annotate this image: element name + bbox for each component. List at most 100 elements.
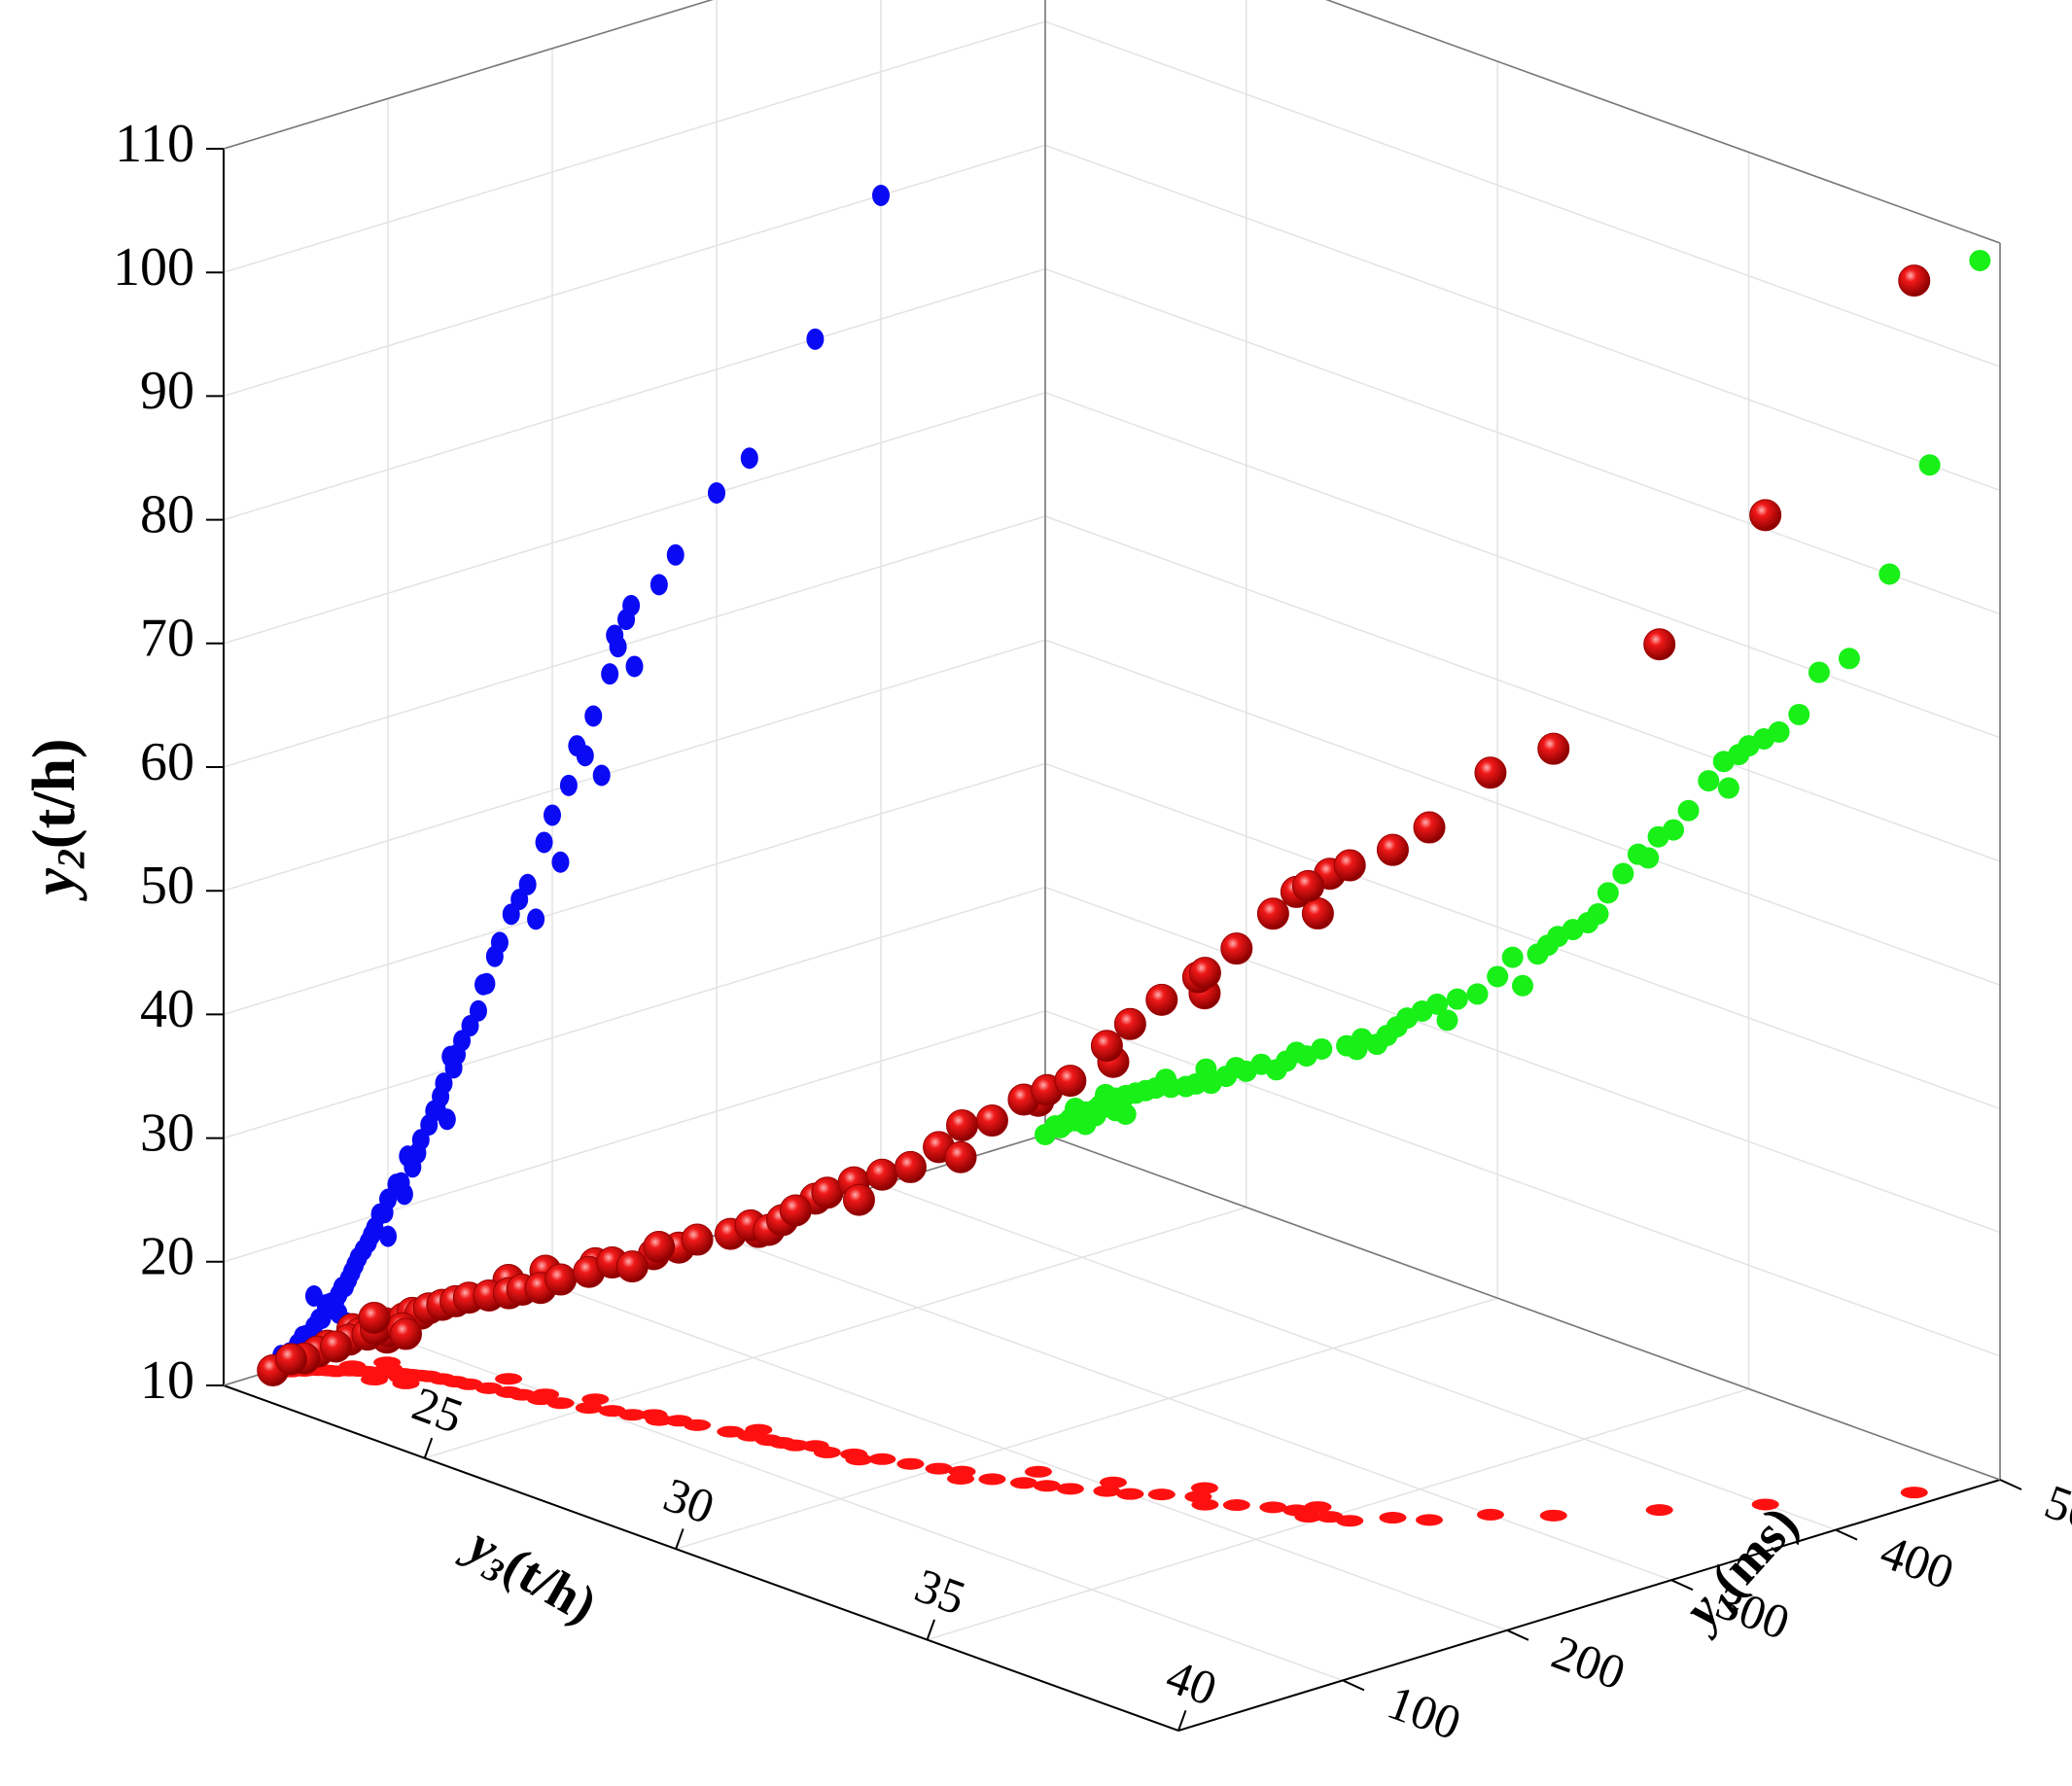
right-wall-projection-point bbox=[1918, 454, 1941, 476]
floor-projection-point bbox=[1024, 1465, 1052, 1478]
floor-projection-point bbox=[1294, 1511, 1322, 1523]
right-wall-projection-point bbox=[1436, 1009, 1458, 1032]
grid-line-y-floor bbox=[880, 1183, 1837, 1531]
floor-projection-point bbox=[1476, 1508, 1504, 1521]
y-tick-label: 500 bbox=[2038, 1474, 2072, 1550]
left-wall-projection-point bbox=[447, 1043, 466, 1066]
data-point bbox=[1333, 849, 1366, 882]
data-point bbox=[1145, 983, 1178, 1016]
floor-projection-point bbox=[1099, 1476, 1127, 1488]
right-wall-projection-point bbox=[1969, 249, 1991, 271]
grid-line-z-right-wall bbox=[1044, 1010, 2001, 1357]
data-point bbox=[1113, 1007, 1146, 1040]
floor-projection-point bbox=[1191, 1498, 1219, 1511]
data-point bbox=[1256, 897, 1289, 930]
right-wall-projection-point bbox=[1879, 563, 1901, 585]
right-wall-projection-point bbox=[1698, 770, 1720, 792]
right-wall-projection-point bbox=[1536, 934, 1559, 957]
floor-projection-point bbox=[1259, 1501, 1287, 1514]
grid-line-z-right-wall bbox=[1044, 762, 2001, 1110]
data-point bbox=[643, 1231, 676, 1264]
left-wall-projection-point bbox=[474, 973, 493, 996]
data-point bbox=[1898, 264, 1931, 298]
data-point bbox=[358, 1301, 391, 1334]
data-point bbox=[1749, 499, 1782, 532]
z-tick-label: 40 bbox=[140, 979, 194, 1039]
y-tick-label: 100 bbox=[1381, 1674, 1468, 1750]
left-wall-projection-point bbox=[535, 831, 553, 854]
z-tick-label: 50 bbox=[140, 856, 194, 916]
data-point bbox=[1054, 1065, 1087, 1098]
z-tick-label: 60 bbox=[140, 732, 194, 792]
floor-projection-point bbox=[532, 1388, 560, 1401]
floor-projection-point bbox=[845, 1453, 873, 1466]
x-tick bbox=[926, 1619, 935, 1640]
left-wall-projection-point bbox=[527, 908, 545, 930]
floor-projection-point bbox=[1222, 1499, 1250, 1512]
right-wall-projection-point bbox=[1501, 946, 1524, 968]
grid-line-z-right-wall bbox=[1044, 639, 2001, 986]
floor-projection-point bbox=[546, 1397, 575, 1410]
floor-projection-point bbox=[1336, 1515, 1364, 1527]
x-axis-line bbox=[223, 1384, 1179, 1732]
left-wall-projection-point bbox=[544, 804, 561, 826]
z-axis-title: y2(t/h) bbox=[21, 738, 92, 901]
grid-line-z-right-wall bbox=[1044, 515, 2001, 862]
right-wall-projection-point bbox=[1311, 1037, 1333, 1060]
floor-projection-point bbox=[1379, 1512, 1407, 1524]
left-wall-projection-point bbox=[559, 774, 578, 796]
floor-projection-point bbox=[495, 1373, 523, 1385]
axis-title-unit: (t/h) bbox=[494, 1536, 607, 1634]
floor-projection-point bbox=[745, 1423, 773, 1436]
axis-frame bbox=[223, 0, 2001, 1732]
floor-projection-point bbox=[1645, 1504, 1673, 1517]
y-tick bbox=[1342, 1679, 1365, 1692]
grid-line-z-left-wall bbox=[223, 886, 1046, 1139]
data-point bbox=[1643, 628, 1676, 661]
y-tick bbox=[1999, 1479, 2022, 1490]
data-point bbox=[894, 1150, 927, 1183]
grid-line-z-left-wall bbox=[223, 1010, 1046, 1263]
floor-projection-point bbox=[947, 1472, 975, 1485]
y-axis-line bbox=[1177, 1479, 2001, 1732]
data-point bbox=[544, 1263, 578, 1296]
data-point bbox=[1413, 811, 1446, 844]
left-wall-projection-point bbox=[606, 624, 624, 647]
right-wall-projection-point bbox=[1838, 648, 1860, 670]
floor-projection-point bbox=[645, 1414, 673, 1426]
grid-line-z-left-wall bbox=[223, 267, 1046, 521]
left-wall-projection-point bbox=[435, 1072, 453, 1095]
right-wall-projection-point bbox=[1466, 983, 1489, 1005]
grid-line-z-right-wall bbox=[1044, 392, 2001, 739]
left-wall-projection-point bbox=[601, 663, 619, 685]
left-wall-projection-point bbox=[625, 655, 644, 678]
right-wall-projection-point bbox=[1637, 847, 1660, 869]
grid-line-x-floor bbox=[675, 1297, 1498, 1550]
floor-projection-point bbox=[1900, 1487, 1928, 1499]
x-tick-label: 35 bbox=[908, 1558, 972, 1626]
x-tick bbox=[423, 1437, 434, 1459]
floor-projection-point bbox=[1116, 1488, 1144, 1500]
grid-line-z-right-wall bbox=[1325, 0, 2001, 244]
floor-projection-point bbox=[360, 1374, 388, 1386]
floor-projection-point bbox=[1304, 1501, 1332, 1514]
left-wall-projection-point bbox=[666, 543, 685, 566]
grid-line-z-left-wall bbox=[223, 762, 1046, 1016]
floor-projection-point bbox=[1416, 1514, 1444, 1526]
left-wall-projection-point bbox=[584, 705, 603, 727]
grid-line-z-right-wall bbox=[1044, 20, 2001, 368]
data-point bbox=[944, 1140, 977, 1173]
floor-projection-point bbox=[581, 1393, 610, 1406]
main-series bbox=[257, 264, 1931, 1387]
y-tick bbox=[1835, 1528, 1858, 1541]
data-point bbox=[681, 1223, 714, 1256]
z-tick-label: 70 bbox=[140, 609, 194, 669]
left-wall-projection-point bbox=[379, 1225, 397, 1247]
data-point bbox=[842, 1183, 875, 1216]
z-tick-label: 30 bbox=[140, 1103, 194, 1163]
left-wall-projection-point bbox=[518, 873, 537, 895]
data-point bbox=[320, 1330, 353, 1363]
left-wall-projection-point bbox=[622, 594, 641, 616]
grid-line-z-left-wall bbox=[223, 392, 1046, 645]
